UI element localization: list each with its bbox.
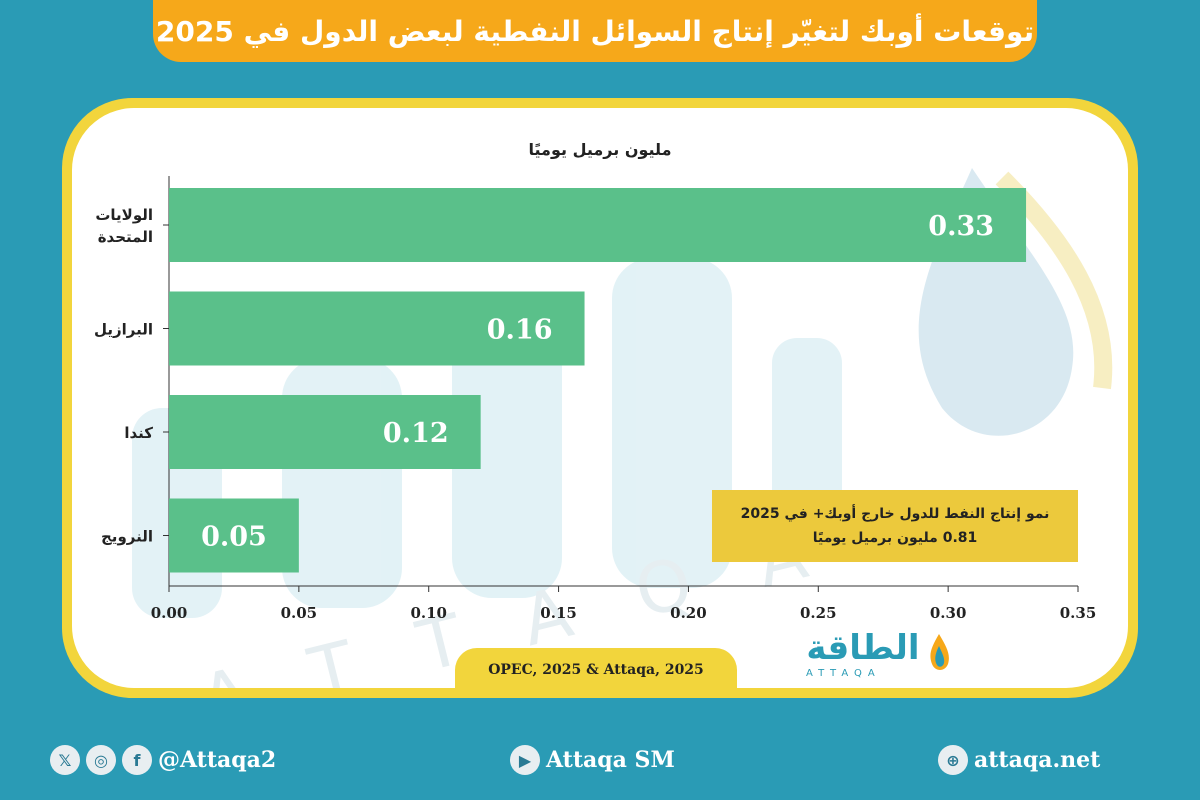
category-label: البرازيل [94,321,153,339]
category-label: النرويج [101,528,153,546]
x-icon[interactable]: 𝕏 [50,745,80,775]
bar [169,498,299,573]
x-tick-label: 0.15 [540,604,577,622]
x-tick-label: 0.05 [281,604,318,622]
x-tick-label: 0.35 [1060,604,1097,622]
x-tick-label: 0.00 [151,604,188,622]
data-label: 0.05 [201,522,267,553]
source-label: OPEC, 2025 & Attaqa, 2025 [455,648,737,692]
social-handle[interactable]: @Attaqa2 [158,747,277,773]
category-label: كندا [124,424,153,442]
note-line-2: 0.81 مليون برميل يوميًا [812,530,978,546]
x-tick-label: 0.10 [410,604,447,622]
note-line-1: نمو إنتاج النفط للدول خارج أوبك+ في 2025 [740,506,1050,522]
unit-label: مليون برميل يوميًا [528,140,672,159]
flame-drop-icon [930,634,949,670]
data-label: 0.12 [383,418,449,449]
page-title: توقعات أوبك لتغيّر إنتاج السوائل النفطية… [155,14,1035,48]
facebook-icon[interactable]: f [122,745,152,775]
x-tick-label: 0.30 [930,604,967,622]
website-link[interactable]: attaqa.net [974,747,1101,773]
category-label: المتحدة [98,228,153,246]
x-tick-label: 0.20 [670,604,707,622]
bar [169,395,481,469]
logo-subtext: ATTAQA [806,668,881,679]
bar [169,188,1027,262]
footer-website: ⊕ attaqa.net [938,738,1100,782]
source-text: OPEC, 2025 & Attaqa, 2025 [488,662,704,678]
footer-youtube: ▶ Attaqa SM [510,738,675,782]
youtube-icon[interactable]: ▶ [510,745,540,775]
data-label: 0.16 [487,315,553,346]
bar [169,291,585,366]
logo-text: الطاقة [806,628,920,668]
note-box: نمو إنتاج النفط للدول خارج أوبك+ في 2025… [712,490,1078,562]
data-label: 0.33 [928,211,994,242]
category-label: الولايات [95,206,153,224]
youtube-channel[interactable]: Attaqa SM [546,747,675,773]
footer-social: 𝕏 ◎ f @Attaqa2 [50,738,276,782]
instagram-icon[interactable]: ◎ [86,745,116,775]
globe-icon[interactable]: ⊕ [938,745,968,775]
attaqa-logo: الطاقة ATTAQA [798,628,958,686]
x-tick-label: 0.25 [800,604,837,622]
title-banner: توقعات أوبك لتغيّر إنتاج السوائل النفطية… [153,0,1037,62]
